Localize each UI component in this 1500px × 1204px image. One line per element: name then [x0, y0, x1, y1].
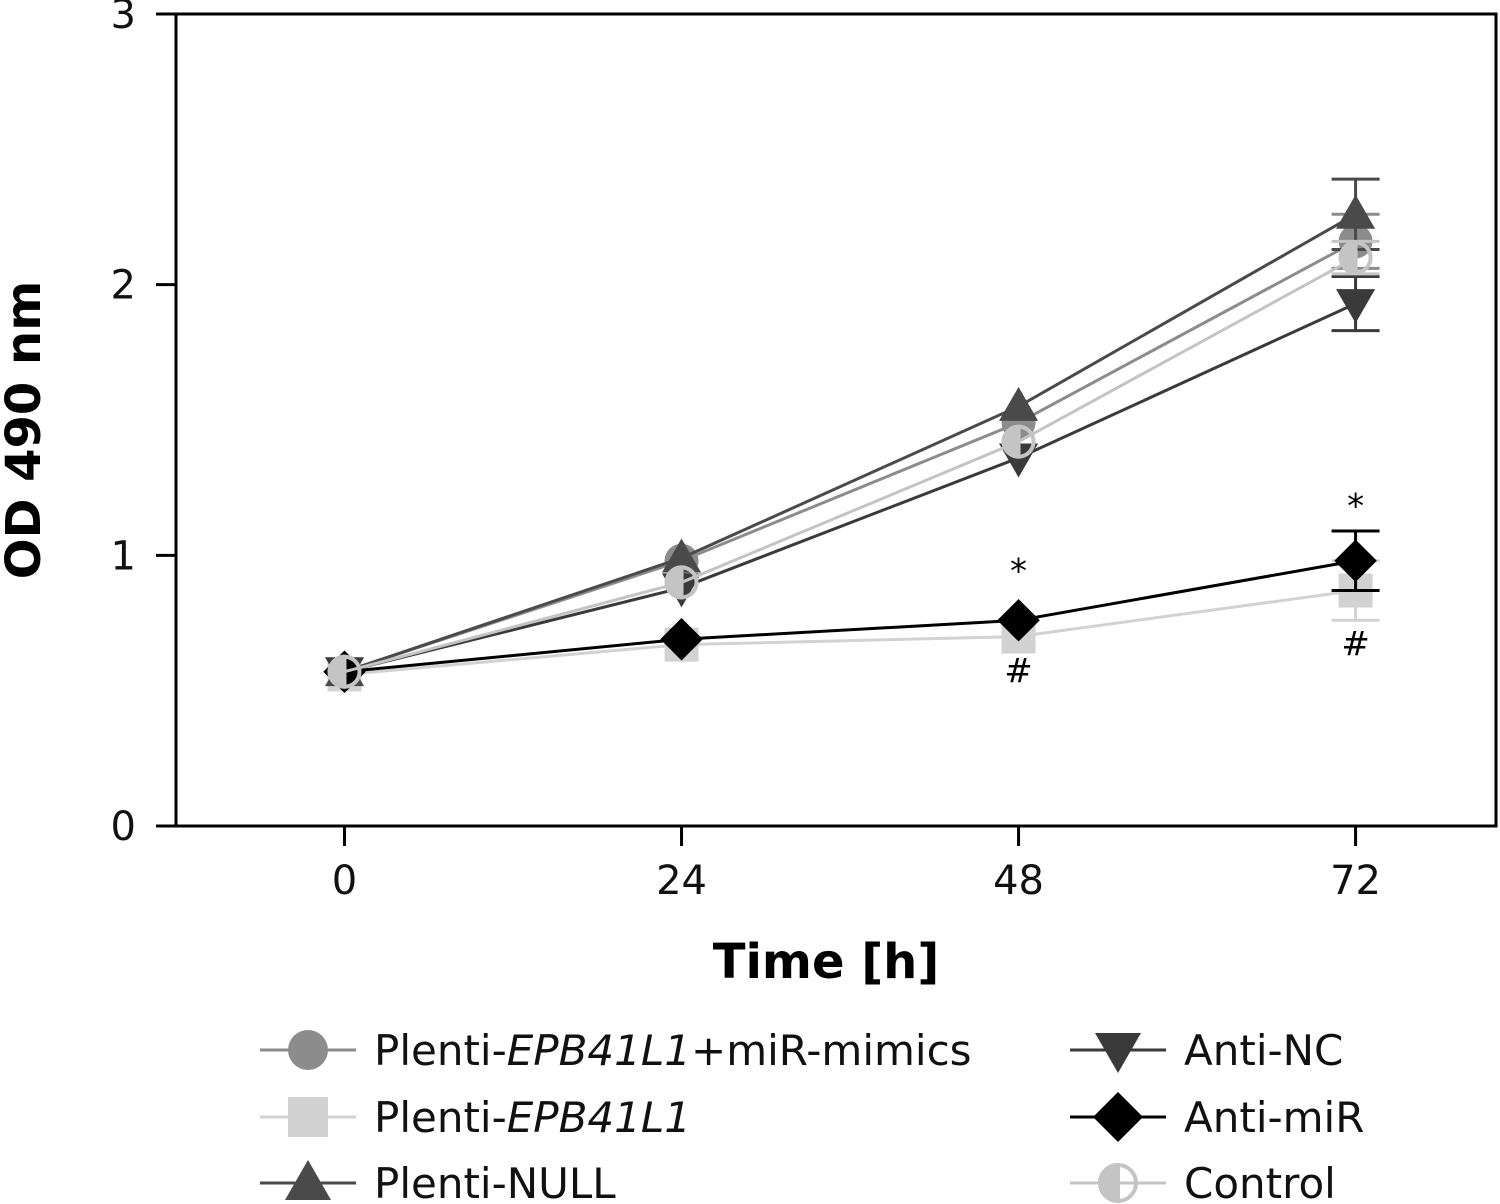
legend-label-part: Anti-miR [1184, 1093, 1364, 1142]
data-point [1334, 539, 1377, 582]
legend-item: Plenti-EPB41L1+miR-mimics [260, 1026, 972, 1075]
legend: Plenti-EPB41L1+miR-mimicsPlenti-EPB41L1P… [260, 1026, 1364, 1204]
legend-item: Plenti-EPB41L1 [260, 1093, 691, 1142]
legend-item: Control [1070, 1159, 1336, 1204]
series-line [344, 212, 1357, 674]
significance-asterisk: * [1347, 486, 1364, 526]
x-tick-label: 24 [656, 858, 707, 904]
legend-label: Anti-miR [1184, 1093, 1364, 1142]
legend-marker [288, 1030, 328, 1070]
data-point [999, 386, 1039, 421]
legend-item: Anti-miR [1070, 1092, 1364, 1142]
data-point [661, 538, 702, 573]
x-tick-label: 48 [993, 858, 1044, 904]
y-tick-label: 0 [111, 804, 136, 850]
series-line [344, 559, 1356, 674]
legend-item: Anti-NC [1070, 1026, 1343, 1075]
series-layer [323, 177, 1380, 693]
legend-label-part: EPB41L1 [507, 1093, 691, 1142]
y-tick-label: 3 [111, 0, 136, 38]
annotations: * # * # [1004, 486, 1370, 691]
data-point [1336, 289, 1376, 324]
data-point [1001, 424, 1036, 459]
series-line [344, 302, 1357, 674]
legend-label-part: +miR-mimics [691, 1026, 972, 1075]
legend-marker [285, 1160, 331, 1200]
legend-label-part: EPB41L1 [507, 1026, 691, 1075]
legend-label-part: Plenti- [374, 1026, 507, 1075]
series-line [344, 240, 1357, 674]
series-anti-mir [323, 529, 1380, 693]
legend-label-part: Control [1184, 1159, 1336, 1204]
x-tick-label: 72 [1330, 858, 1381, 904]
legend-item: Plenti-NULL [260, 1159, 616, 1204]
legend-marker [1093, 1092, 1143, 1142]
data-point [664, 565, 699, 600]
legend-label: Anti-NC [1184, 1026, 1343, 1075]
legend-label-part: Plenti- [374, 1093, 507, 1142]
series-plenti-epb41l1-mir-mimics [327, 212, 1380, 689]
series-control [327, 239, 1380, 689]
chart-axes: 0 1 2 3 0 24 48 72 [111, 0, 1498, 904]
data-point [327, 654, 362, 689]
data-point [1338, 240, 1373, 275]
legend-label: Plenti-EPB41L1+miR-mimics [374, 1026, 972, 1075]
legend-marker [1098, 1163, 1138, 1203]
y-tick-label: 1 [111, 533, 136, 579]
legend-label-part: Anti-NC [1184, 1026, 1343, 1075]
y-tick-label: 2 [111, 263, 136, 309]
legend-label: Plenti-EPB41L1 [374, 1093, 691, 1142]
series-line [344, 589, 1356, 676]
significance-hash: # [1004, 652, 1033, 692]
legend-label: Plenti-NULL [374, 1159, 616, 1204]
legend-marker [288, 1097, 328, 1137]
x-axis-title: Time [h] [713, 934, 940, 990]
legend-marker [1095, 1033, 1141, 1073]
data-point [660, 617, 703, 661]
significance-asterisk: * [1010, 551, 1027, 591]
y-axis-title: OD 490 nm [0, 281, 52, 579]
series-line [344, 256, 1357, 674]
data-point [997, 599, 1040, 642]
legend-label-part: Plenti-NULL [374, 1159, 616, 1204]
data-point [1336, 194, 1376, 229]
plot-frame [174, 12, 1498, 828]
x-tick-label: 0 [332, 858, 357, 904]
legend-label: Control [1184, 1159, 1336, 1204]
significance-hash: # [1341, 624, 1370, 664]
